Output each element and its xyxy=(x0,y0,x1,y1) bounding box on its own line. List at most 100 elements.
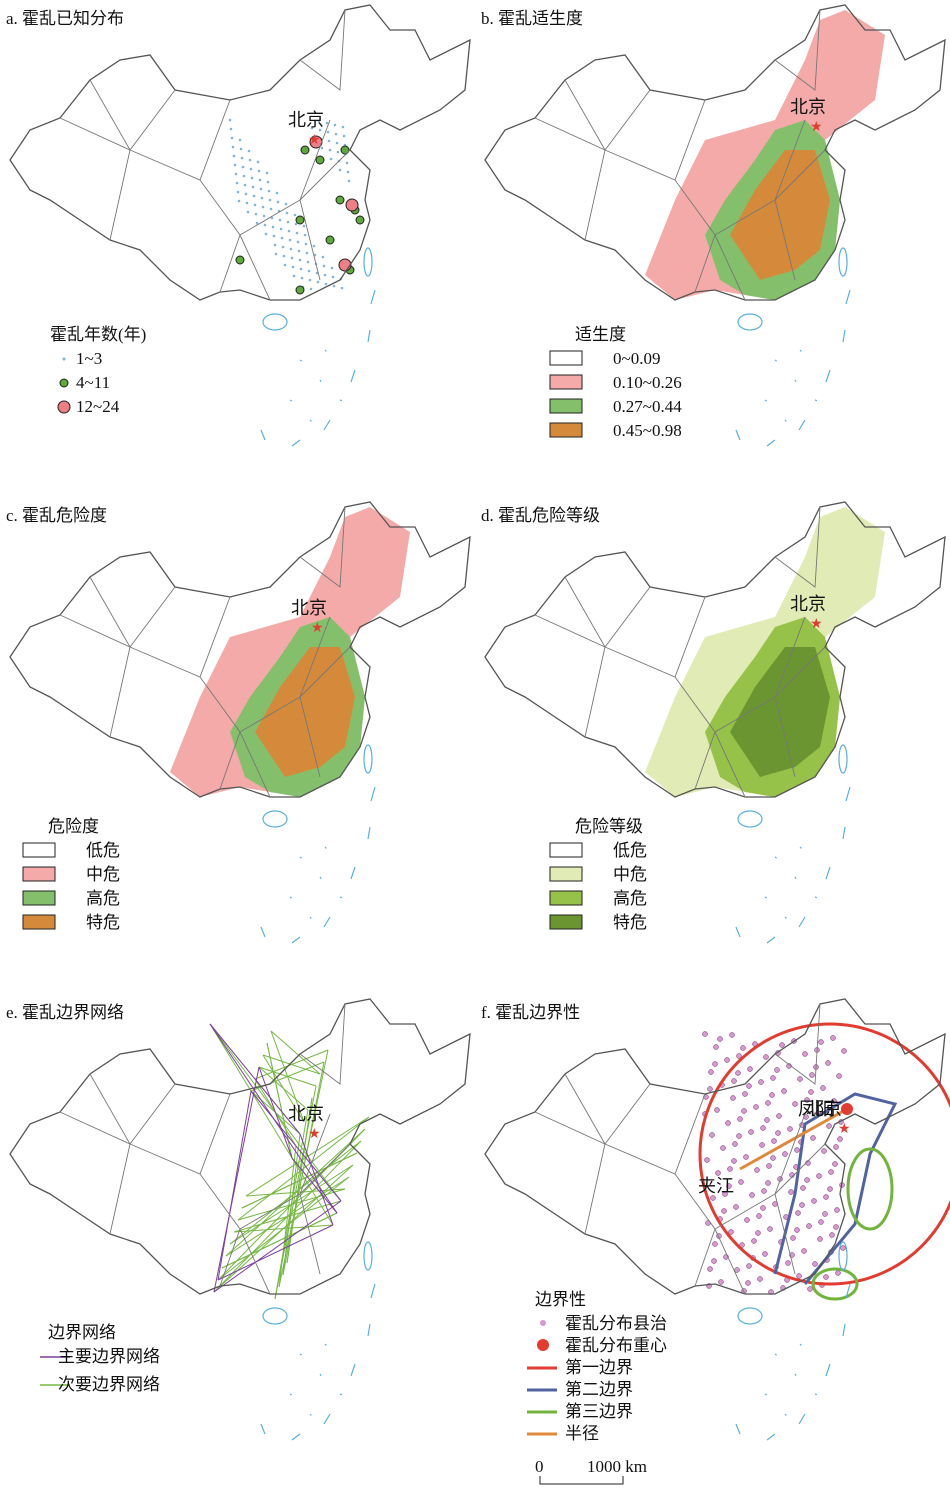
dot xyxy=(324,282,328,286)
county xyxy=(748,1129,754,1135)
county xyxy=(745,1280,751,1286)
county xyxy=(810,1135,816,1141)
dot xyxy=(241,165,245,169)
county xyxy=(742,1091,748,1097)
dot xyxy=(286,220,290,224)
legend-symbol xyxy=(57,400,71,414)
dot xyxy=(232,154,236,158)
net xyxy=(258,1066,309,1111)
legend-symbol xyxy=(22,866,56,882)
legend-title: 边界网络 xyxy=(48,1323,116,1342)
legend-label: 0.45~0.98 xyxy=(613,421,682,440)
place-label: 北京 xyxy=(790,594,826,614)
china-outline xyxy=(484,998,946,1295)
county xyxy=(756,1213,762,1219)
county xyxy=(724,1057,730,1063)
legend-title: 霍乱年数(年) xyxy=(50,325,146,344)
county xyxy=(732,1141,738,1147)
county xyxy=(794,1227,800,1233)
capital-star: ★ xyxy=(810,617,823,632)
county xyxy=(761,1188,767,1194)
dot xyxy=(282,254,286,258)
county xyxy=(702,1031,708,1037)
south-sea xyxy=(260,247,376,447)
dot xyxy=(249,167,253,171)
county xyxy=(735,1070,741,1076)
county xyxy=(818,1219,824,1225)
dot xyxy=(298,258,302,262)
dot xyxy=(271,225,275,229)
dot xyxy=(331,275,335,279)
dot xyxy=(295,215,305,225)
place-label: 北京 xyxy=(288,1104,324,1124)
net xyxy=(245,1188,346,1197)
county xyxy=(760,1125,766,1131)
dot xyxy=(228,118,232,122)
panel-title: a. 霍乱已知分布 xyxy=(6,9,124,28)
county xyxy=(787,1126,793,1132)
dot xyxy=(244,192,248,196)
county xyxy=(704,1157,710,1163)
legend-label: 低危 xyxy=(613,841,647,860)
dot xyxy=(269,207,273,211)
legend-label: 第三边界 xyxy=(565,1402,633,1421)
china-outline xyxy=(9,998,471,1295)
county xyxy=(734,1267,740,1273)
net xyxy=(278,1145,297,1288)
dot xyxy=(261,205,265,209)
county xyxy=(816,1173,822,1179)
county xyxy=(774,1067,780,1073)
dot xyxy=(231,145,235,149)
legend-label: 第一边界 xyxy=(565,1358,633,1377)
county xyxy=(708,1069,714,1075)
county xyxy=(736,1053,742,1059)
net xyxy=(245,1116,370,1197)
net-main xyxy=(299,1133,334,1226)
county xyxy=(800,1185,806,1191)
dot xyxy=(250,176,254,180)
county xyxy=(759,1142,765,1148)
net-main xyxy=(217,1224,334,1281)
county xyxy=(714,1107,720,1113)
dot xyxy=(347,179,351,183)
county xyxy=(782,1151,788,1157)
panel-title: e. 霍乱边界网络 xyxy=(6,1003,124,1022)
dot xyxy=(317,119,321,123)
dot xyxy=(270,216,274,220)
county xyxy=(764,1117,770,1123)
dot xyxy=(307,269,311,273)
legend-label: 半径 xyxy=(565,1424,599,1443)
legend-symbol xyxy=(549,866,583,882)
south-sea xyxy=(735,1241,851,1441)
legend-symbol xyxy=(549,914,583,930)
county xyxy=(765,1180,771,1186)
dot xyxy=(251,185,255,189)
county xyxy=(747,1066,753,1072)
county xyxy=(746,1263,752,1269)
legend-label: 中危 xyxy=(86,865,120,884)
county xyxy=(771,1138,777,1144)
county xyxy=(796,1273,802,1279)
dot xyxy=(246,210,250,214)
dot xyxy=(234,172,238,176)
county xyxy=(741,1108,747,1114)
boundary-1 xyxy=(698,1022,950,1286)
capital-star: ★ xyxy=(810,120,823,135)
dot xyxy=(259,187,263,191)
legend-symbol xyxy=(549,890,583,906)
county xyxy=(795,1210,801,1216)
dot xyxy=(318,128,322,132)
dot xyxy=(305,251,309,255)
county xyxy=(802,1051,808,1057)
dot xyxy=(325,121,329,125)
legend-label: 特危 xyxy=(613,913,647,932)
place-label: 北京 xyxy=(806,1099,842,1119)
boundary-3 xyxy=(811,1267,859,1301)
dot xyxy=(345,161,349,165)
radius xyxy=(739,1107,848,1171)
county xyxy=(804,1097,810,1103)
county xyxy=(737,1116,743,1122)
dot xyxy=(235,255,245,265)
